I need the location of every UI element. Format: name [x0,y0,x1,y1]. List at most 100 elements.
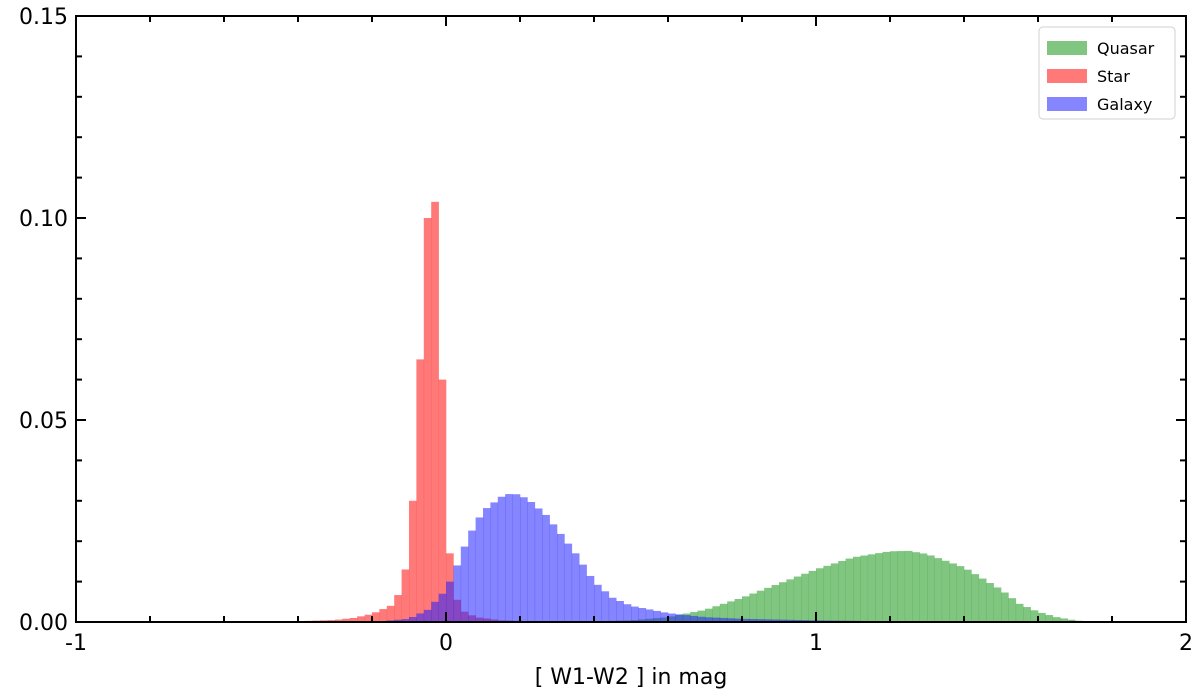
histogram-bar [542,514,550,622]
histogram-bar [527,502,536,622]
histogram-bar [386,605,395,622]
histogram-bar [446,581,454,622]
histogram-bar [616,600,624,622]
histogram-bar [734,618,743,622]
histogram-bars [224,201,1091,622]
histogram-bar [786,619,795,622]
histogram-bar [697,616,706,622]
histogram-bar [512,494,521,622]
x-tick-label: -1 [65,631,87,656]
y-tick-label: 0.10 [19,207,68,232]
histogram-bar [860,555,869,622]
histogram-bar [890,551,898,622]
histogram-bar [675,614,684,622]
histogram-bar [1038,612,1046,622]
histogram-bar [1001,592,1009,622]
histogram-bar [897,551,906,622]
series-galaxy [372,494,1076,622]
histogram-bar [579,564,587,622]
histogram-bar [904,550,913,622]
y-tick-label: 0.15 [19,5,68,30]
histogram-bar [1052,617,1061,622]
histogram-bar [608,597,617,622]
histogram-bar [697,610,706,622]
series-quasar [557,550,1091,622]
legend-swatch-star [1047,69,1087,83]
histogram-bar [557,533,565,622]
histogram-bar [416,359,425,622]
histogram-bar [416,613,425,622]
histogram-bar [431,601,439,622]
histogram-bar [853,556,861,622]
histogram-bar [660,612,669,622]
histogram-bar [1015,603,1024,622]
histogram-bar [520,497,528,622]
histogram-bar [401,619,410,622]
histogram-bar [771,585,780,622]
histogram-bar [431,201,439,622]
histogram-bar [845,558,854,622]
histogram-bar [564,543,573,622]
histogram-bar [394,595,402,622]
histogram-bar [409,616,417,622]
histogram-bar [690,615,698,622]
histogram-bar [719,603,728,622]
histogram-bar [756,619,765,622]
histogram-bar [875,553,883,622]
histogram-bar [978,578,987,622]
histogram-bar [719,617,728,622]
x-tick-label: 0 [439,631,453,656]
histogram-bar [793,619,802,622]
histogram-bar [549,524,558,622]
axis-ticks [75,15,1187,623]
histogram-bar [823,565,832,622]
histogram-bar [534,508,543,622]
histogram-bar [727,618,735,622]
legend-label-quasar: Quasar [1097,39,1155,58]
histogram-bar [801,573,809,622]
y-tick-label: 0.05 [19,409,68,434]
histogram-bar [742,618,750,622]
histogram-bar [919,553,928,622]
histogram-bar [438,593,447,622]
histogram-bar [1067,619,1076,622]
histogram-bar [705,617,713,622]
histogram-bar [631,606,639,622]
legend-swatch-galaxy [1047,97,1087,111]
histogram-bar [808,570,817,622]
x-axis-title: [ W1-W2 ] in mag [535,665,728,690]
histogram-bar [372,612,380,622]
histogram-bar [490,502,499,622]
histogram-bar [712,617,721,622]
histogram-bar [601,591,610,622]
histogram-bar [956,566,965,622]
histogram-bar [927,555,935,622]
histogram-bar [423,218,432,622]
histogram-bar [779,582,787,622]
histogram-bar [867,554,876,622]
histogram-bar [357,616,365,622]
legend-label-star: Star [1097,67,1130,86]
histogram-bar [453,565,462,622]
histogram-bar [1023,607,1031,622]
histogram-bar [594,584,602,622]
histogram-bar [949,563,957,622]
histogram-bar [1008,598,1017,622]
histogram-bar [734,598,743,622]
histogram-bar [756,590,765,622]
histogram-bar [993,587,1002,622]
histogram-bar [705,608,713,622]
histogram-bar [764,619,772,622]
histogram-bar [468,530,476,622]
histogram-bar [779,619,787,622]
histogram-bar [749,593,758,622]
histogram-bar [586,575,595,622]
histogram-bar [401,569,410,622]
histogram-bar [645,609,654,622]
histogram-bar [749,619,758,622]
histogram-bar [1045,615,1054,622]
x-tick-label: 2 [1179,631,1193,656]
histogram-bar [786,579,795,622]
histogram-bar [460,546,469,622]
